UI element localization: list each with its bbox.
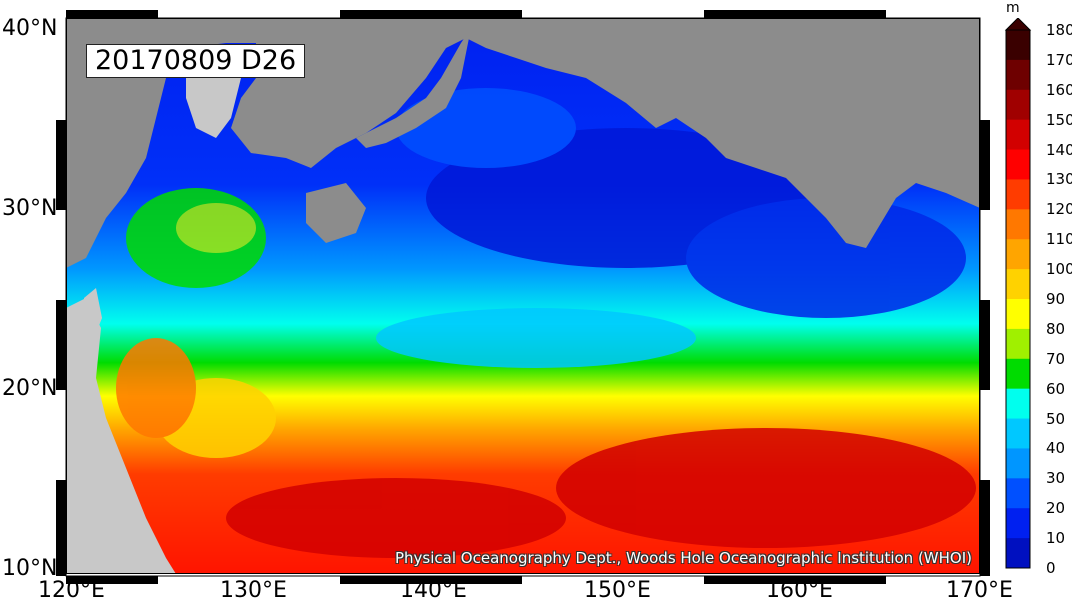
colorbar-band: [1006, 89, 1030, 121]
lat-label-10n: 10°N: [2, 556, 58, 581]
land-taiwan: [84, 288, 102, 338]
colorbar-tick-label: 100: [1046, 260, 1072, 279]
map-graticule-frame: [56, 10, 990, 584]
lat-label-40n: 40°N: [2, 16, 58, 41]
colorbar-tick-label: 130: [1046, 170, 1072, 189]
land-japan: [356, 28, 471, 148]
colorbar-tick-label: 20: [1046, 499, 1066, 518]
colorbar-tick-label: 60: [1046, 379, 1066, 398]
map-panel: [66, 18, 980, 574]
colorbar-tick-label: 120: [1046, 200, 1072, 219]
colorbar-band: [1006, 358, 1030, 390]
colorbar-border: [1005, 29, 1031, 569]
colorbar-band: [1006, 179, 1030, 210]
land-north-gray: [466, 18, 980, 248]
colorbar-band: [1006, 388, 1030, 420]
colorbar-tick-label: 0: [1046, 559, 1056, 577]
credit-text: Physical Oceanography Dept., Woods Hole …: [395, 549, 972, 567]
lat-label-30n: 30°N: [2, 196, 58, 221]
colorbar-tick-label: 170: [1046, 50, 1072, 69]
colorbar-band: [1006, 59, 1030, 91]
lon-label-120e: 120°E: [38, 578, 105, 603]
map-title: 20170809 D26: [86, 44, 306, 78]
colorbar-tick-label: 150: [1046, 110, 1072, 129]
lon-label-160e: 160°E: [766, 578, 833, 603]
colorbar-tick-label: 80: [1046, 319, 1066, 338]
colorbar-tick-label: 110: [1046, 230, 1072, 249]
landmass: [66, 18, 980, 574]
colorbar-band: [1006, 239, 1030, 270]
lon-label-140e: 140°E: [400, 578, 467, 603]
colorbar-tick-label: 160: [1046, 80, 1072, 99]
colorbar-band: [1006, 30, 1030, 61]
colorbar-tick-label: 50: [1046, 409, 1066, 428]
colorbar-band: [1006, 508, 1030, 539]
colorbar-tick-label: 70: [1046, 349, 1066, 368]
depth-map: [66, 18, 980, 574]
land-bathymetry-patch: [306, 183, 366, 243]
colorbar-band: [1006, 269, 1030, 300]
colorbar-tick-label: 180: [1046, 21, 1072, 39]
land-philippines: [66, 298, 176, 574]
colorbar-band: [1006, 478, 1030, 509]
colorbar-band: [1006, 448, 1030, 479]
colorbar-tick-label: 30: [1046, 469, 1066, 488]
lon-label-150e: 150°E: [584, 578, 651, 603]
colorbar-tick-label: 140: [1046, 140, 1072, 159]
colorbar-tick-label: 90: [1046, 290, 1066, 308]
lon-label-170e: 170°E: [946, 578, 1013, 603]
colorbar-band: [1006, 209, 1030, 240]
colorbar-band: [1006, 119, 1030, 151]
colorbar-unit: m: [1006, 0, 1020, 16]
depth-blobs: [116, 88, 976, 558]
colorbar-band: [1006, 538, 1030, 569]
colorbar-band: [1006, 418, 1030, 449]
land-asia: [66, 18, 466, 268]
colorbar-tick-label: 10: [1046, 529, 1066, 548]
colorbar-band: [1006, 149, 1030, 180]
colorbar-cap: [1004, 18, 1032, 31]
lat-label-20n: 20°N: [2, 376, 58, 401]
lon-label-130e: 130°E: [220, 578, 287, 603]
colorbar-band: [1006, 299, 1030, 330]
colorbar: [1004, 18, 1032, 569]
colorbar-band: [1006, 328, 1030, 360]
colorbar-tick-label: 40: [1046, 439, 1066, 458]
